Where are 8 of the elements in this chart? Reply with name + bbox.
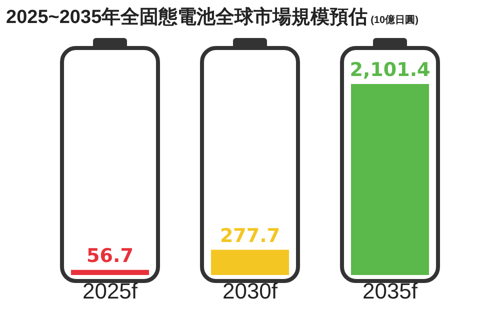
data-label: 277.7 [220,224,280,247]
x-tick-label: 2030f [222,278,278,304]
x-tick-label: 2035f [362,278,418,304]
chart-title: 2025~2035年全固態電池全球市場規模預估 [6,7,368,28]
data-label: 56.7 [86,244,134,267]
x-tick-label: 2025f [82,278,138,304]
chart-subtitle: (10億日圓) [370,15,418,26]
data-label: 2,101.4 [350,59,430,81]
